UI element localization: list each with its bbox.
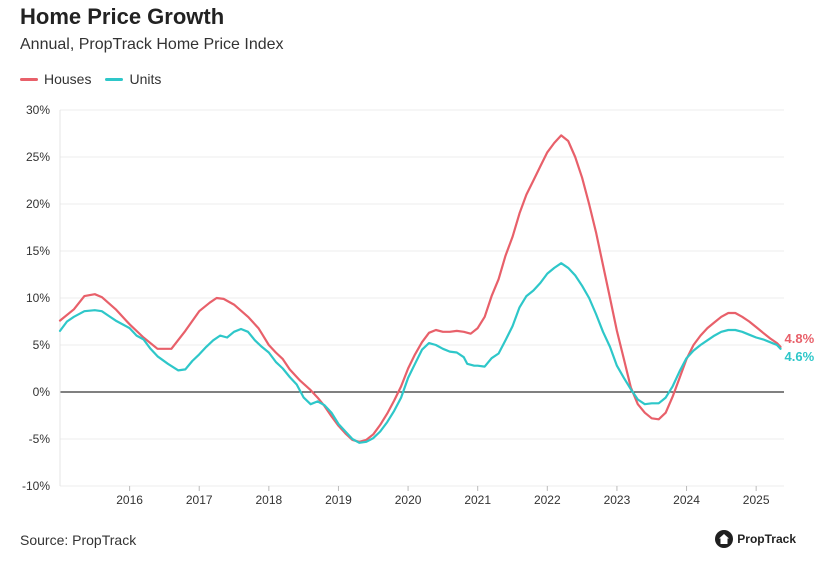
x-tick-label: 2018 [255,493,282,507]
y-tick-label: -10% [22,479,50,493]
x-tick-label: 2020 [395,493,422,507]
proptrack-logo: PropTrack [715,530,796,548]
axes [59,110,757,491]
x-tick-label: 2021 [464,493,491,507]
series-lines [58,134,782,444]
end-labels: 4.8% 4.6% [785,331,815,364]
chart-legend: Houses Units [20,71,161,87]
y-tick-label: 10% [26,291,50,305]
y-tick-label: 0% [33,385,51,399]
end-label-units: 4.6% [785,349,815,364]
y-tick-label: 20% [26,197,50,211]
legend-label-houses: Houses [44,71,92,87]
x-tick-label: 2016 [116,493,143,507]
legend-item-units: Units [105,71,161,87]
chart-subtitle: Annual, PropTrack Home Price Index [20,36,284,53]
x-tick-label: 2024 [673,493,700,507]
y-tick-label: -5% [29,432,51,446]
x-tick-label: 2025 [743,493,770,507]
y-tick-label: 15% [26,244,50,258]
legend-item-houses: Houses [20,71,91,87]
y-tick-label: 25% [26,150,50,164]
y-tick-label: 30% [26,103,50,117]
x-tick-label: 2022 [534,493,561,507]
series-line-units [58,262,782,444]
x-tick-label: 2019 [325,493,352,507]
x-tick-label: 2023 [604,493,631,507]
x-tick-label: 2017 [186,493,213,507]
legend-label-units: Units [129,71,162,87]
chart-title: Home Price Growth [20,4,225,29]
legend-swatch-units [105,77,124,81]
house-icon [715,530,734,548]
y-tick-label: 5% [33,338,51,352]
grid-lines [60,109,784,487]
series-line-houses [58,134,782,443]
source-note: Source: PropTrack [20,532,137,548]
x-tick-labels: 2016 2017 2018 2019 2020 2021 2022 2023 2024 2025 [116,493,770,507]
end-label-houses: 4.8% [785,331,815,346]
logo-text: PropTrack [737,532,796,546]
legend-swatch-houses [20,77,38,81]
y-tick-labels: -10% -5% 0% 5% 10% 15% 20% 25% 30% [22,103,50,493]
